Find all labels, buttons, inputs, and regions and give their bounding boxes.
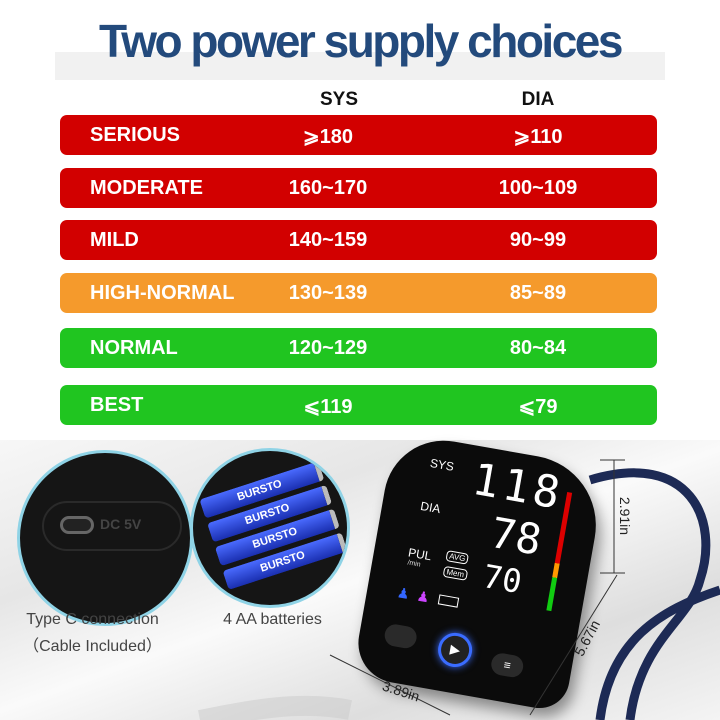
- category-row-normal: NORMAL 120~129 80~84: [60, 328, 657, 368]
- row-label: BEST: [90, 394, 144, 416]
- battery-caption: 4 AA batteries: [223, 611, 322, 628]
- battery-closeup: BURSTO BURSTO BURSTO BURSTO: [190, 448, 350, 608]
- row-dia: 90~99: [509, 229, 567, 251]
- row-dia: ⩾110: [513, 126, 563, 148]
- sys-header: SYS: [319, 89, 359, 110]
- row-dia: 80~84: [509, 337, 567, 359]
- port-recess: [42, 501, 182, 551]
- row-label: MODERATE: [90, 177, 203, 199]
- usb-c-port-icon: [60, 516, 94, 534]
- row-label: HIGH-NORMAL: [90, 282, 235, 304]
- row-sys: 120~129: [288, 337, 368, 359]
- category-row-moderate: MODERATE 160~170 100~109: [60, 168, 657, 208]
- row-sys: 160~170: [288, 177, 368, 199]
- cuff-tube: [198, 468, 720, 720]
- row-dia: 85~89: [509, 282, 567, 304]
- title-band: [55, 52, 665, 80]
- row-sys: 130~139: [288, 282, 368, 304]
- typec-caption: Type C connection: [26, 611, 159, 628]
- row-dia: 100~109: [498, 177, 578, 199]
- height-dimension: 2.91in: [617, 496, 634, 536]
- row-label: NORMAL: [90, 337, 178, 359]
- dia-header: DIA: [521, 89, 555, 110]
- row-sys: 140~159: [288, 229, 368, 251]
- row-sys: ⩽119: [303, 396, 353, 418]
- category-row-mild: MILD 140~159 90~99: [60, 220, 657, 260]
- typec-caption-sub: （Cable Included）: [23, 638, 162, 655]
- port-label: DC 5V: [100, 516, 142, 532]
- typec-port-closeup: DC 5V: [17, 450, 193, 626]
- dimension-lines: [329, 459, 625, 716]
- row-dia: ⩽79: [518, 396, 558, 418]
- category-row-high-normal: HIGH-NORMAL 130~139 85~89: [60, 273, 657, 313]
- page-title: Two power supply choices: [99, 15, 623, 67]
- product-photo: DC 5V BURSTO BURSTO BURSTO BURSTO Type C co…: [0, 431, 720, 720]
- row-label: SERIOUS: [90, 124, 181, 146]
- category-row-serious: SERIOUS ⩾180 ⩾110: [60, 115, 657, 155]
- row-sys: ⩾180: [302, 126, 354, 148]
- row-label: MILD: [90, 229, 139, 251]
- category-row-best: BEST ⩽119 ⩽79: [60, 385, 657, 425]
